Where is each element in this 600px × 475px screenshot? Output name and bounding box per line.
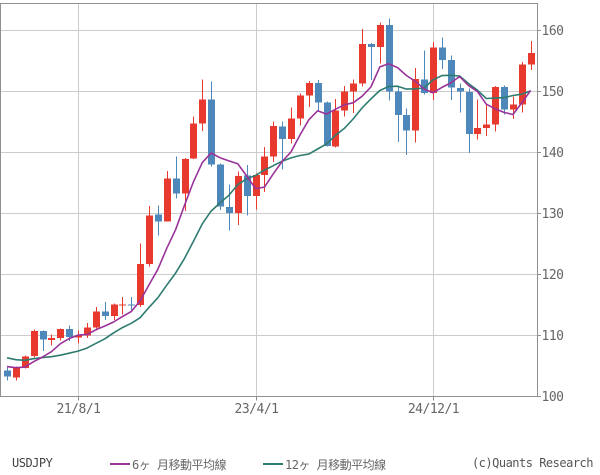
- candlestick-chart-canvas: 100 110 120 130 140 150 160 21/8/1 23/4/1 24/12/1: [0, 3, 564, 417]
- ma12-legend-line: [263, 463, 283, 465]
- x-axis-label-21/8/1: 21/8/1: [57, 402, 101, 417]
- ma12-legend-label: 12ヶ 月移動平均線: [285, 458, 386, 472]
- copyright-text: (c)Quants Research: [471, 456, 594, 470]
- y-axis-label-160: 160: [542, 24, 564, 39]
- y-axis-label-100: 100: [542, 390, 564, 405]
- y-axis-label-120: 120: [542, 268, 564, 283]
- x-axis-label-24/12/1: 24/12/1: [408, 402, 459, 417]
- x-axis-label-23/4/1: 23/4/1: [235, 402, 279, 417]
- ma6-legend-line: [110, 463, 130, 465]
- y-axis-label-110: 110: [542, 329, 564, 344]
- chart-legend: USDJPY 6ヶ 月移動平均線 12ヶ 月移動平均線 (c)Quants Re…: [0, 453, 600, 475]
- symbol-label: USDJPY: [12, 456, 53, 470]
- y-axis-label-140: 140: [542, 146, 564, 161]
- y-axis-label-130: 130: [542, 207, 564, 222]
- y-axis-label-150: 150: [542, 85, 564, 100]
- ma6-legend-label: 6ヶ 月移動平均線: [132, 458, 226, 472]
